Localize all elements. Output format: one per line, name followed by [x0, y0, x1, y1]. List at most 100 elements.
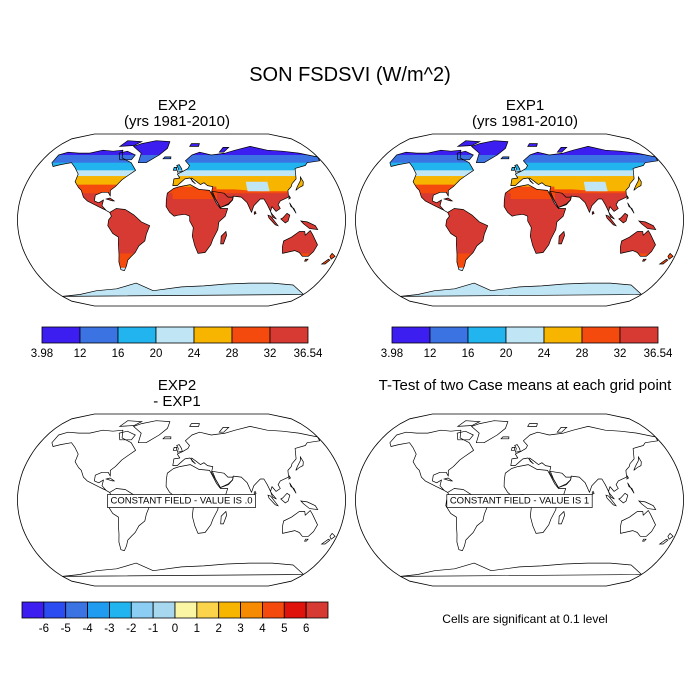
panel-title-exp2-line1: EXP2 — [157, 97, 197, 114]
coastline — [618, 492, 629, 504]
coastline — [295, 175, 304, 191]
coastline — [667, 252, 674, 260]
panel-title-exp2-line2: (yrs 1981-2010) — [124, 113, 230, 130]
panel-title-exp1: EXP1 (yrs 1981-2010) — [400, 98, 650, 130]
region-tibet — [245, 181, 270, 192]
colorbar-swatch — [65, 601, 88, 619]
coastline — [642, 258, 647, 262]
coastline — [267, 214, 279, 227]
colorbar-label: -3 — [104, 623, 114, 635]
region-tibet — [583, 181, 608, 192]
coastline — [471, 140, 509, 164]
coastline — [304, 258, 309, 262]
panel-title-diff-line2: - EXP1 — [153, 393, 201, 410]
colorbar-exp1: 3.98 12 16 20 24 28 32 36.54 — [381, 326, 673, 360]
coastline — [400, 562, 642, 577]
panel-title-diff-line1: EXP2 — [157, 377, 197, 394]
coastline — [329, 252, 336, 260]
colorbar-label: 12 — [424, 348, 437, 360]
coastline — [605, 214, 617, 227]
colorbar-swatch — [87, 601, 110, 619]
coastline — [591, 210, 595, 215]
coastline — [118, 420, 144, 427]
coastline — [658, 538, 669, 545]
coastline — [176, 164, 183, 173]
coastline — [51, 429, 136, 493]
colorbar-label: -1 — [148, 623, 158, 635]
colorbar-swatch — [467, 326, 507, 344]
coastline — [105, 477, 116, 482]
colorbar-swatch — [174, 601, 198, 619]
coastline — [591, 490, 595, 495]
colorbar-label: 20 — [150, 348, 163, 360]
colorbar-label: 0 — [172, 623, 178, 635]
band-midhigh — [355, 162, 684, 171]
coastline — [389, 149, 474, 213]
colorbar-swatch — [231, 326, 271, 344]
colorbar-swatch — [619, 326, 659, 344]
coastline — [253, 210, 257, 215]
colorbar-label: 28 — [226, 348, 239, 360]
colorbar-label: 24 — [188, 348, 201, 360]
coastline — [510, 167, 516, 171]
coastline — [51, 149, 136, 213]
coastline — [549, 470, 572, 488]
coastline — [172, 447, 178, 451]
colorbar-swatch — [41, 326, 81, 344]
colorbar-swatch — [240, 601, 263, 619]
colorbar-swatch — [79, 326, 119, 344]
coastline — [605, 494, 617, 507]
colorbar-swatch — [196, 601, 220, 619]
panel-title-diff: EXP2 - EXP1 — [52, 378, 302, 410]
map-border — [355, 133, 684, 307]
coastline — [558, 230, 565, 245]
colorbar-label: 4 — [259, 623, 266, 635]
constant-field-label: CONSTANT FIELD - VALUE IS .0 — [110, 496, 252, 507]
coastline — [280, 492, 291, 504]
coastline — [527, 423, 538, 427]
coastline — [172, 146, 321, 220]
coastline — [510, 447, 516, 451]
coastline — [289, 482, 297, 494]
colorbar-label: 24 — [538, 348, 551, 360]
coastline — [172, 426, 321, 500]
constant-field-label: CONSTANT FIELD - VALUE IS 1 — [450, 496, 589, 507]
coastline — [443, 477, 454, 482]
coastline — [299, 220, 319, 231]
coastline — [389, 429, 474, 493]
coastline — [456, 420, 482, 427]
colorbar-swatch — [305, 601, 329, 619]
colorbar-label: 5 — [281, 623, 287, 635]
coastline — [510, 146, 659, 220]
coastline — [218, 427, 230, 433]
map-diff: CONSTANT FIELD - VALUE IS .0 — [17, 413, 346, 587]
band-hot — [355, 193, 684, 254]
constant-field-box — [446, 494, 593, 508]
coastline — [400, 282, 642, 297]
coastline — [288, 475, 291, 480]
coastline — [165, 184, 229, 254]
panel-title-exp1-line1: EXP1 — [505, 97, 545, 114]
coastline — [667, 532, 674, 540]
coastline — [500, 436, 510, 440]
coastline — [556, 427, 568, 433]
coastline — [118, 140, 144, 147]
band-hot — [17, 193, 346, 254]
colorbar-swatch — [152, 601, 176, 619]
colorbar-label: 20 — [500, 348, 513, 360]
colorbar-label: 3.98 — [381, 348, 403, 360]
map-exp1 — [355, 133, 684, 307]
panel-title-exp1-line2: (yrs 1981-2010) — [472, 113, 578, 130]
coastline — [107, 208, 151, 271]
coastline — [62, 562, 304, 577]
coastline — [627, 482, 635, 494]
coastline — [456, 430, 474, 441]
region-sahara — [510, 186, 556, 199]
coastline — [456, 140, 482, 147]
coastline — [189, 143, 200, 147]
coastline — [626, 475, 629, 480]
map-shading — [355, 134, 684, 306]
colorbar-swatch — [130, 601, 154, 619]
colorbar-swatch — [21, 601, 45, 619]
coastline — [620, 510, 656, 537]
